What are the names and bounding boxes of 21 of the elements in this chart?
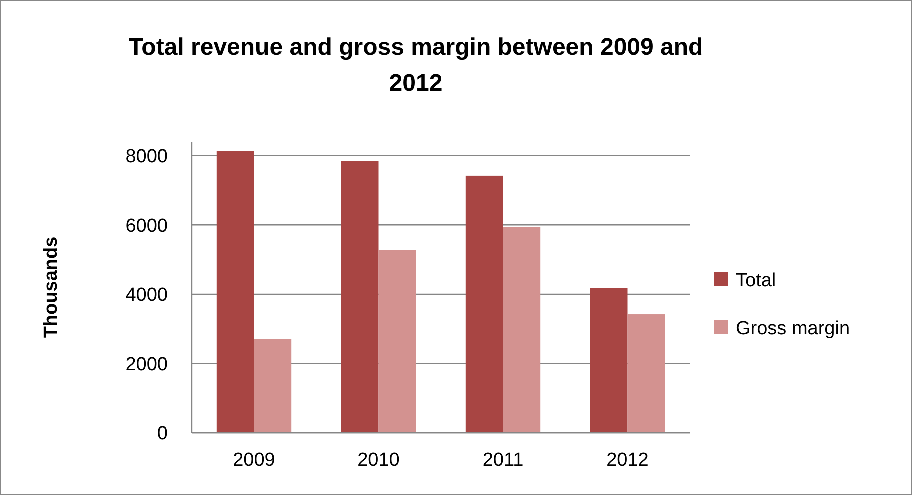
y-tick-label: 8000 xyxy=(126,146,168,168)
x-tick-label: 2011 xyxy=(482,450,524,471)
y-tick-label: 2000 xyxy=(126,354,168,376)
y-tick-label: 6000 xyxy=(126,216,168,237)
bar xyxy=(216,151,254,433)
chart-title: Total revenue and gross margin between 2009 and 2012 xyxy=(128,34,704,97)
bar xyxy=(590,288,628,433)
bar xyxy=(254,339,292,433)
x-tick-label: 2010 xyxy=(358,450,400,471)
legend-label: Gross margin xyxy=(736,318,850,340)
y-axis-title: Thousands xyxy=(41,236,62,338)
bar xyxy=(503,227,541,433)
x-tick-label: 2009 xyxy=(233,450,276,471)
y-tick-label: 4000 xyxy=(126,285,168,306)
bar xyxy=(378,250,416,433)
bar xyxy=(466,176,504,433)
y-tick-label: 0 xyxy=(157,424,168,445)
bar xyxy=(628,314,666,433)
x-tick-label: 2012 xyxy=(606,450,649,471)
legend-label: Total xyxy=(736,270,776,292)
bar xyxy=(341,161,379,433)
